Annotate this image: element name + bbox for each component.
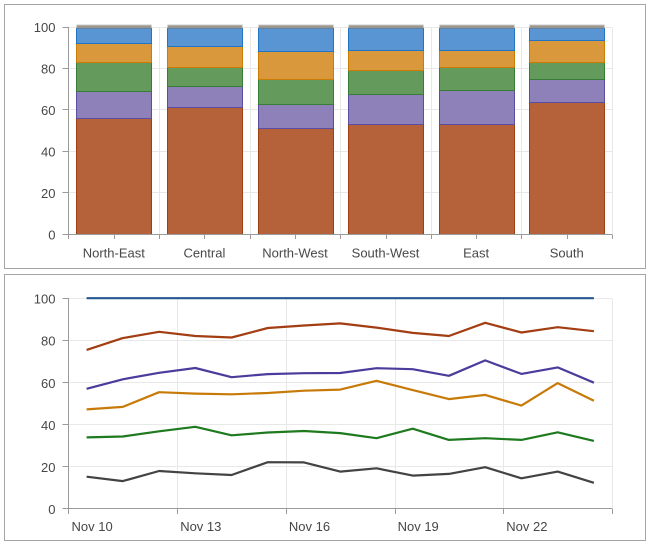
- svg-text:0: 0: [48, 227, 55, 242]
- svg-text:Nov 10: Nov 10: [72, 519, 113, 534]
- svg-text:60: 60: [41, 103, 55, 118]
- svg-text:100: 100: [34, 20, 56, 35]
- svg-text:North-West: North-West: [262, 246, 328, 261]
- svg-text:East: East: [463, 246, 489, 261]
- svg-text:Central: Central: [183, 246, 225, 261]
- svg-text:80: 80: [41, 62, 55, 77]
- svg-text:South: South: [550, 246, 584, 261]
- svg-text:20: 20: [41, 186, 55, 201]
- svg-text:North-East: North-East: [83, 246, 146, 261]
- svg-text:100: 100: [34, 292, 56, 307]
- svg-text:20: 20: [41, 460, 55, 475]
- svg-text:60: 60: [41, 376, 55, 391]
- svg-text:40: 40: [41, 144, 55, 159]
- svg-text:80: 80: [41, 334, 55, 349]
- svg-text:Nov 19: Nov 19: [398, 519, 439, 534]
- svg-text:Nov 13: Nov 13: [180, 519, 221, 534]
- svg-text:40: 40: [41, 418, 55, 433]
- svg-text:Nov 16: Nov 16: [289, 519, 330, 534]
- svg-text:South-West: South-West: [352, 246, 420, 261]
- svg-text:Nov 22: Nov 22: [506, 519, 547, 534]
- svg-text:0: 0: [48, 502, 55, 517]
